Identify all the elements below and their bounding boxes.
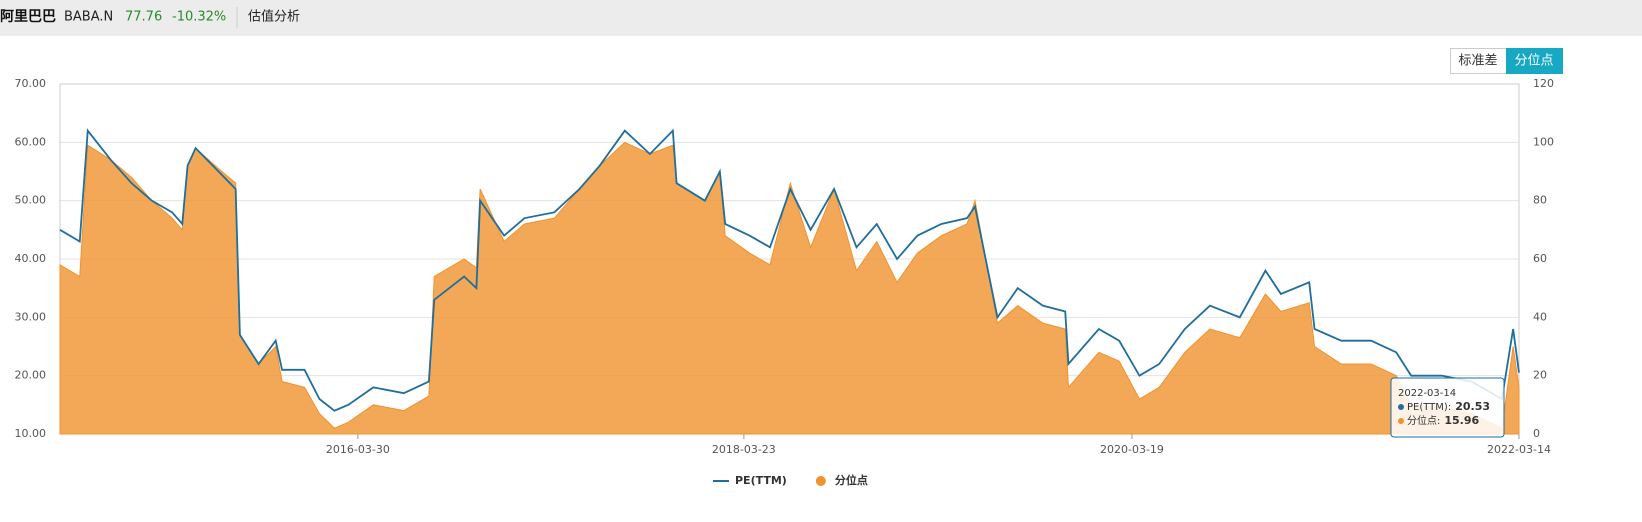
y2-tick-label: 0 (1533, 427, 1540, 440)
button-label[interactable]: 标准差 (1458, 54, 1497, 69)
plot: 10.00 20.00 30.00 40.00 50.00 60.00 70.00 0 20 40… (15, 77, 1555, 487)
x-tick-label: 2020-03-19 (1100, 443, 1164, 456)
y-tick-label: 20.00 (15, 369, 47, 382)
y2-tick-label: 60 (1533, 252, 1547, 265)
tooltip-marker (1398, 404, 1404, 410)
legend-marker (815, 476, 826, 486)
y-tick-label: 10.00 (15, 427, 47, 440)
y2-tick-label: 20 (1533, 369, 1547, 382)
y2-tick-label: 80 (1533, 194, 1547, 207)
y-tick-label: 40.00 (15, 252, 47, 265)
stock-name: 阿里巴巴 (0, 9, 56, 25)
y-tick-label: 50.00 (15, 194, 47, 207)
x-tick-label: 2016-03-30 (326, 443, 390, 456)
tab[interactable]: 估值分析 (248, 9, 300, 25)
stock-price: 77.76 (125, 10, 162, 25)
header-bar (0, 0, 1642, 36)
tooltip-date: 2022-03-14 (1398, 388, 1456, 399)
tooltip (1390, 377, 1505, 438)
y-tick-label: 70.00 (15, 77, 47, 90)
button-label[interactable]: 分位点 (1514, 54, 1553, 69)
legend-label: PE(TTM) (735, 474, 787, 487)
y2-tick-label: 40 (1533, 310, 1547, 323)
tooltip-value: 15.96 (1444, 414, 1479, 427)
y-tick-label: 60.00 (15, 135, 47, 148)
line (59, 128, 1520, 412)
y2-tick-label: 100 (1533, 135, 1554, 148)
y-tick-label: 30.00 (15, 310, 47, 323)
button-active[interactable] (1506, 48, 1563, 74)
y2-tick-label: 120 (1533, 77, 1554, 90)
x-tick-label: 2018-03-23 (712, 443, 776, 456)
stock-code: BABA.N (64, 10, 113, 25)
legend-label: 分位点 (835, 473, 868, 487)
tooltip-label: 分位点: (1407, 414, 1440, 427)
tooltip-marker (1398, 418, 1404, 424)
stock-change: -10.32% (172, 10, 226, 25)
x-tick-label: 2022-03-14 (1487, 443, 1551, 456)
area (59, 141, 1520, 435)
tooltip-value: 20.53 (1455, 400, 1490, 413)
tooltip-label: PE(TTM): (1407, 402, 1451, 413)
